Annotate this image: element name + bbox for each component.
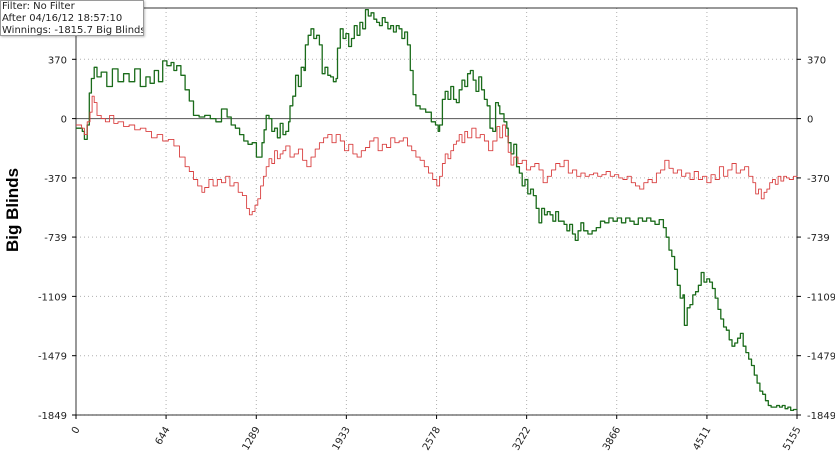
- x-tick-label: 4511: [691, 425, 713, 453]
- y-tick-label-right: -1479: [807, 352, 835, 363]
- x-tick-label: 2578: [421, 425, 443, 453]
- x-axis-ticks: 0 644 1289 1933 2578 3222 3866 4511 5155: [70, 415, 804, 453]
- y-tick-label-right: 370: [807, 55, 826, 66]
- info-box: Filter: No Filter After 04/16/12 18:57:1…: [0, 0, 144, 36]
- x-tick-label: 644: [154, 425, 173, 447]
- y-tick-label-right: -1849: [807, 411, 835, 422]
- y-tick-label: -1479: [38, 352, 67, 363]
- series-line-1: [76, 8, 798, 412]
- winnings-text: Winnings: -1815.7 Big Blinds: [2, 25, 144, 36]
- y-tick-label: -739: [44, 233, 67, 244]
- y-tick-label-right: -739: [807, 233, 830, 244]
- y-axis-title: Big Blinds: [3, 167, 22, 253]
- after-date-text: After 04/16/12 18:57:10: [2, 13, 123, 24]
- y-tick-label: -1109: [38, 292, 67, 303]
- y-axis-ticks: 370 370 0 0 -370 -370 -739 -739 -1109 -1109 -1479 -…: [38, 55, 835, 422]
- x-tick-label: 1933: [331, 425, 353, 453]
- series-line-2: [76, 95, 798, 216]
- x-tick-label: 3222: [511, 425, 533, 453]
- plot-frame: [75, 7, 798, 416]
- y-tick-label: 370: [48, 55, 67, 66]
- grid-lines: [76, 8, 797, 416]
- y-tick-label: -1849: [38, 411, 67, 422]
- y-tick-label: -370: [44, 174, 67, 185]
- series-layer: [76, 8, 798, 412]
- y-tick-label-right: -1109: [807, 292, 835, 303]
- y-tick-label-right: -370: [807, 174, 830, 185]
- filter-text: Filter: No Filter: [2, 1, 75, 12]
- y-tick-label: 0: [61, 115, 67, 126]
- x-tick-label: 5155: [781, 425, 803, 453]
- x-tick-label: 0: [70, 425, 83, 436]
- x-tick-label: 1289: [241, 425, 263, 453]
- y-tick-label-right: 0: [807, 115, 813, 126]
- x-tick-label: 3866: [601, 425, 623, 453]
